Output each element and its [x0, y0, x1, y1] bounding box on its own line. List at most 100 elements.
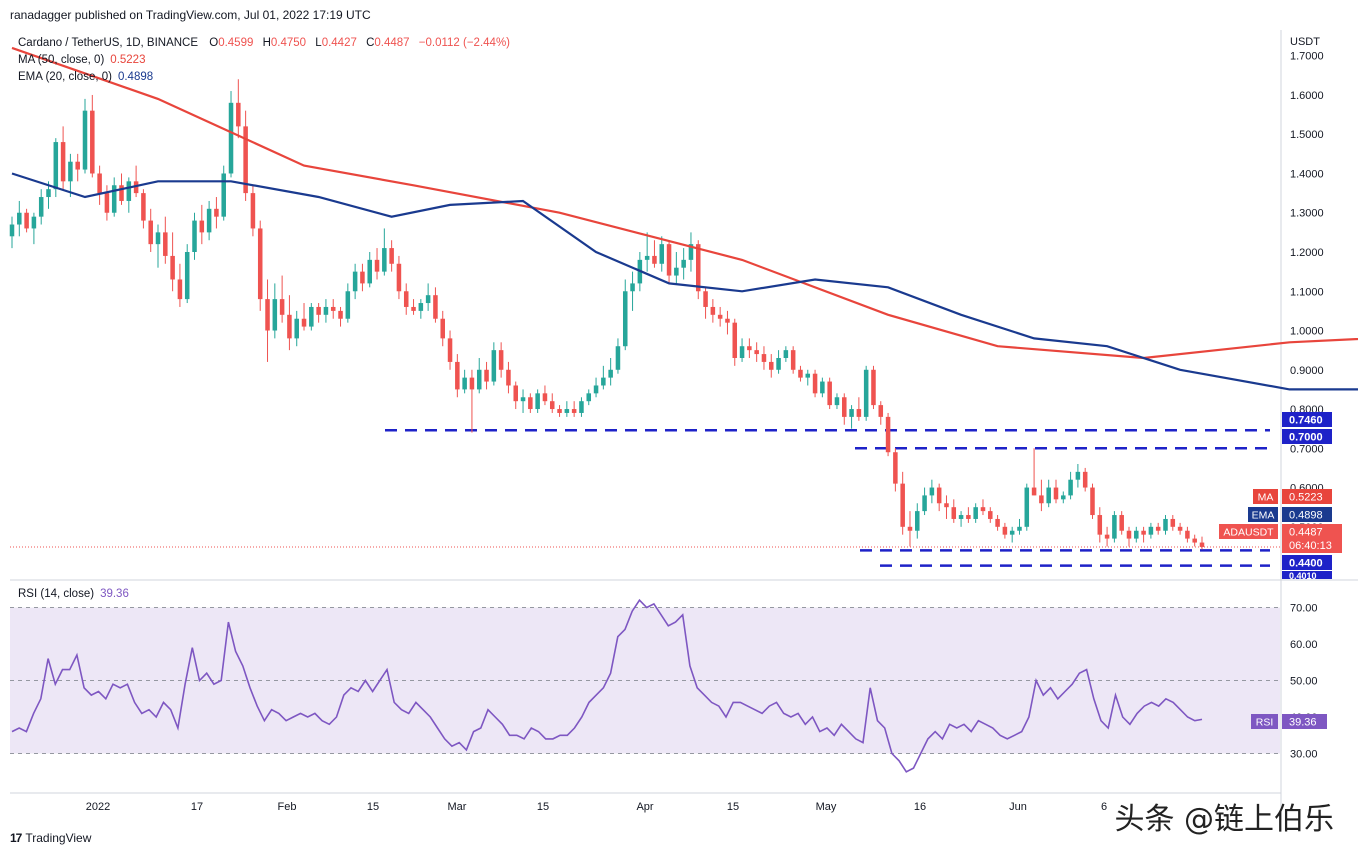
- candle: [966, 507, 971, 523]
- candle: [520, 389, 526, 413]
- candle: [739, 338, 745, 362]
- price-unit: USDT: [1290, 36, 1320, 48]
- price-tick-label: 1.6000: [1290, 90, 1324, 102]
- rsi-line: [11, 598, 1203, 773]
- candle: [995, 515, 1000, 531]
- legend-ma: MA (50, close, 0) 0.5223: [18, 54, 145, 66]
- candle: [484, 361, 489, 390]
- candle: [776, 350, 781, 374]
- price-tick-label: 1.3000: [1290, 208, 1324, 220]
- candle: [834, 393, 840, 410]
- candle: [1017, 518, 1022, 535]
- candle: [630, 271, 635, 311]
- time-tick-label: 15: [727, 801, 739, 813]
- candle: [17, 200, 22, 237]
- time-tick-label: 15: [537, 801, 549, 813]
- level-badge-0401: 0.4010: [1282, 571, 1332, 581]
- candle: [557, 405, 562, 417]
- candle: [133, 165, 139, 198]
- candle: [323, 299, 329, 323]
- candle: [418, 299, 424, 319]
- candle: [725, 310, 730, 335]
- candle: [75, 153, 80, 182]
- candle: [243, 110, 248, 201]
- candle: [922, 487, 927, 516]
- candle: [681, 248, 686, 280]
- price-tick-label: 1.2000: [1290, 247, 1324, 259]
- candle: [294, 310, 299, 347]
- rsi-badge: RSI 39.36: [1251, 714, 1327, 729]
- candle: [1053, 479, 1059, 504]
- candle: [1126, 526, 1132, 547]
- candle: [732, 318, 738, 366]
- candle: [68, 153, 73, 198]
- candle: [498, 342, 504, 378]
- time-tick-label: 2022: [86, 801, 110, 813]
- candle: [316, 303, 321, 323]
- candle: [389, 240, 394, 272]
- candle: [878, 401, 884, 425]
- price-tick-label: 1.5000: [1290, 129, 1324, 141]
- candle: [761, 346, 767, 370]
- candle: [170, 232, 175, 292]
- candle: [513, 381, 519, 410]
- candle: [783, 346, 789, 362]
- candle: [615, 338, 621, 374]
- price-pane[interactable]: [10, 30, 1280, 578]
- candle: [1090, 483, 1095, 519]
- svg-text:0.7460: 0.7460: [1289, 415, 1323, 427]
- candle: [265, 279, 270, 362]
- candle: [433, 287, 438, 323]
- rsi-tick-label: 60.00: [1290, 639, 1318, 651]
- candle: [352, 263, 358, 300]
- candle: [652, 240, 657, 268]
- candle: [579, 397, 584, 417]
- time-tick-label: Mar: [448, 801, 467, 813]
- candle: [1141, 526, 1146, 543]
- tradingview-logo[interactable]: 17 TradingView: [10, 831, 91, 845]
- price-tick-label: 0.7000: [1290, 443, 1324, 455]
- candle: [827, 377, 832, 410]
- candle: [944, 495, 949, 519]
- candle: [586, 389, 592, 406]
- candle: [988, 507, 993, 523]
- candle: [31, 212, 37, 245]
- candle: [9, 216, 15, 249]
- candle: [805, 369, 811, 386]
- candle: [24, 208, 29, 233]
- candle: [1185, 526, 1190, 543]
- candle: [111, 177, 117, 217]
- candle: [228, 91, 234, 178]
- candle: [863, 365, 869, 421]
- time-tick-label: 17: [191, 801, 203, 813]
- rsi-tick-label: 30.00: [1290, 749, 1318, 761]
- candle: [571, 401, 577, 417]
- candle: [1104, 526, 1110, 547]
- ma50-line: [11, 46, 1358, 360]
- price-tick-label: 0.9000: [1290, 365, 1324, 377]
- candle: [455, 354, 460, 398]
- candle: [549, 393, 555, 413]
- tradingview-brand: TradingView: [25, 831, 92, 845]
- candle: [1148, 522, 1154, 539]
- candle: [1039, 479, 1044, 512]
- candle: [907, 511, 913, 547]
- candle: [301, 303, 307, 331]
- candle: [608, 358, 613, 386]
- candle: [38, 189, 44, 225]
- tradingview-mark-icon: 17: [10, 831, 22, 845]
- ema20-line: [11, 172, 1358, 391]
- candle: [528, 393, 533, 413]
- candle: [221, 165, 226, 221]
- candle: [1024, 483, 1030, 531]
- candle: [710, 299, 716, 323]
- candle: [849, 405, 854, 429]
- svg-text:0.5223: 0.5223: [1289, 492, 1323, 504]
- candle: [411, 299, 416, 315]
- candle: [192, 212, 197, 260]
- candle: [506, 361, 511, 394]
- time-tick-label: 6: [1101, 801, 1107, 813]
- candle: [97, 165, 102, 205]
- candle: [951, 499, 957, 523]
